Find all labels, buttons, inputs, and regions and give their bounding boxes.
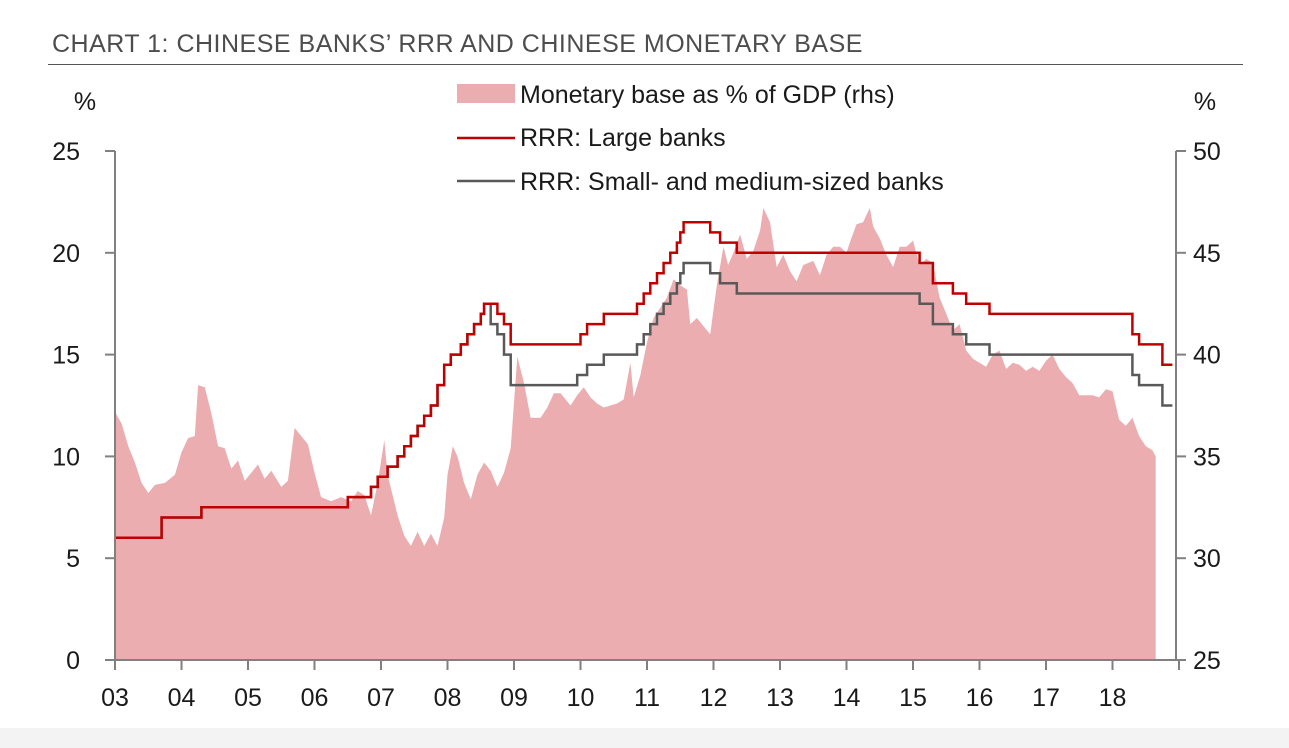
bottom-band [0, 728, 1289, 748]
title-divider [48, 64, 1243, 65]
x-tick-label: 08 [434, 684, 462, 712]
left-tick-label: 15 [52, 342, 80, 370]
x-tick-label: 05 [234, 684, 262, 712]
legend: Monetary base as % of GDP (rhs) RRR: Larg… [457, 81, 944, 196]
left-tick-label: 5 [66, 545, 80, 573]
x-tick-label: 15 [899, 684, 927, 712]
legend-swatch-monetary-base [457, 84, 515, 103]
left-axis-unit: % [74, 88, 96, 116]
right-tick-label: 35 [1193, 443, 1221, 471]
x-tick-label: 17 [1032, 684, 1060, 712]
x-tick-label: 13 [766, 684, 794, 712]
x-tick-label: 06 [301, 684, 329, 712]
chart-title: CHART 1: CHINESE BANKS’ RRR AND CHINESE … [52, 30, 863, 58]
right-tick-label: 30 [1193, 545, 1221, 573]
rrr-large-line [115, 221, 1173, 540]
x-tick-label: 11 [634, 684, 660, 712]
right-tick-label: 40 [1193, 342, 1221, 370]
right-tick-label: 50 [1193, 138, 1221, 166]
monetary-base-area [115, 208, 1156, 660]
line-layer [115, 221, 1173, 540]
x-tick-label: 03 [101, 684, 129, 712]
area-layer [115, 208, 1156, 660]
right-axis-unit: % [1194, 88, 1216, 116]
left-tick-label: 10 [52, 443, 80, 471]
legend-label-rrr-large: RRR: Large banks [520, 124, 726, 152]
right-tick-label: 45 [1193, 240, 1221, 268]
right-tick-label: 25 [1193, 647, 1221, 675]
legend-label-rrr-small: RRR: Small- and medium-sized banks [520, 168, 944, 196]
x-tick-label: 12 [700, 684, 728, 712]
x-tick-label: 09 [500, 684, 528, 712]
x-tick-label: 18 [1099, 684, 1127, 712]
legend-label-monetary-base: Monetary base as % of GDP (rhs) [520, 81, 895, 109]
x-tick-label: 16 [966, 684, 994, 712]
left-tick-label: 0 [66, 647, 80, 675]
x-tick-label: 14 [833, 684, 861, 712]
left-tick-label: 20 [52, 240, 80, 268]
x-tick-label: 04 [168, 684, 196, 712]
x-tick-label: 07 [367, 684, 395, 712]
x-tick-label: 10 [567, 684, 595, 712]
left-tick-label: 25 [52, 138, 80, 166]
